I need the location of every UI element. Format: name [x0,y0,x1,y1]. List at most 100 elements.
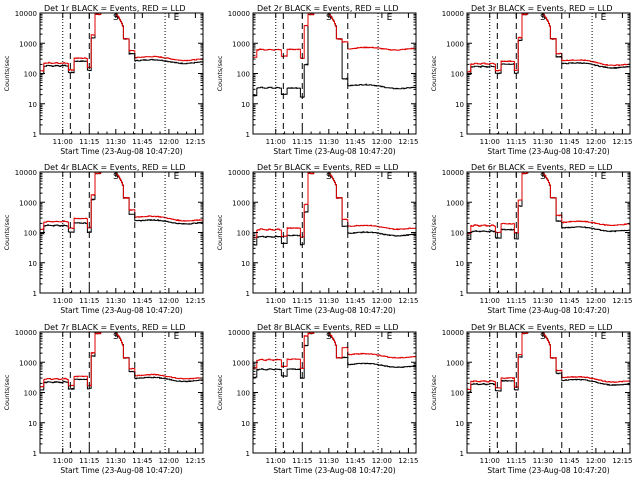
x-tick-label: 11:45 [132,138,152,146]
y-tick-label: 10 [455,101,464,109]
plot-frame [39,12,204,135]
panel-title: Det 1r BLACK = Events, RED = LLD [44,4,186,13]
x-axis-label: Start Time (23-Aug-08 10:47:20) [273,466,395,475]
chart-panel: SE11010010001000011:0011:1511:3011:4512:… [3,323,206,475]
x-tick-label: 11:15 [506,297,526,305]
series-line-red [467,172,630,235]
x-tick-label: 11:45 [345,457,365,465]
y-axis-label: Counts/sec [216,374,224,410]
x-tick-label: 11:15 [292,297,312,305]
marker-letter: E [174,332,180,342]
panel-title: Det 7r BLACK = Events, RED = LLD [44,323,186,332]
plot-frame [466,171,631,294]
marker-letter: E [387,13,393,23]
y-axis-label: Counts/sec [216,55,224,91]
y-tick-label: 10000 [228,169,250,177]
y-tick-label: 10 [28,420,37,428]
x-tick-label: 12:15 [398,457,418,465]
marker-letter: E [601,172,607,182]
chart-panel: SE11010010001000011:0011:1511:3011:4512:… [216,323,419,475]
y-tick-label: 100 [237,390,250,398]
y-tick-label: 1 [246,450,250,458]
x-tick-label: 11:30 [106,297,126,305]
series-line-red [253,172,416,239]
x-tick-label: 11:15 [292,138,312,146]
panel-title: Det 9r BLACK = Events, RED = LLD [471,323,613,332]
chart-panel: SE11010010001000011:0011:1511:3011:4512:… [3,4,206,156]
y-tick-label: 100 [24,390,37,398]
x-tick-label: 11:45 [559,297,579,305]
plot-frame [252,331,417,454]
plot-frame [39,171,204,294]
y-tick-label: 10 [455,260,464,268]
x-tick-label: 11:00 [266,138,286,146]
x-tick-label: 12:00 [586,138,606,146]
x-tick-label: 11:15 [79,297,99,305]
y-axis-label: Counts/sec [3,214,11,250]
y-tick-label: 1000 [232,40,250,48]
chart-panel: SE11010010001000011:0011:1511:3011:4512:… [216,163,419,315]
y-tick-label: 10 [455,420,464,428]
x-axis-label: Start Time (23-Aug-08 10:47:20) [60,306,182,315]
x-tick-label: 11:00 [266,297,286,305]
y-tick-label: 10000 [228,10,250,18]
y-tick-label: 1 [33,131,37,139]
y-tick-label: 10 [241,101,250,109]
x-tick-label: 11:30 [106,138,126,146]
x-tick-label: 12:15 [612,457,632,465]
series-line-red [40,13,203,72]
y-tick-label: 100 [24,230,37,238]
x-tick-label: 12:00 [372,297,392,305]
series-line-red [253,13,416,59]
x-axis-label: Start Time (23-Aug-08 10:47:20) [60,466,182,475]
x-tick-label: 12:00 [159,457,179,465]
y-tick-label: 1 [460,290,464,298]
y-tick-label: 1000 [19,359,37,367]
y-tick-label: 1 [33,290,37,298]
chart-panel: SE11010010001000011:0011:1511:3011:4512:… [430,323,633,475]
marker-letter: E [174,13,180,23]
y-tick-label: 1000 [446,199,464,207]
x-tick-label: 12:00 [586,297,606,305]
series-line-red [40,172,203,231]
x-tick-label: 11:00 [480,138,500,146]
x-tick-label: 11:30 [319,138,339,146]
y-tick-label: 1 [246,290,250,298]
y-tick-label: 10 [28,260,37,268]
y-tick-label: 1000 [446,40,464,48]
chart-panel: SE11010010001000011:0011:1511:3011:4512:… [430,163,633,315]
x-axis-label: Start Time (23-Aug-08 10:47:20) [273,306,395,315]
x-axis-label: Start Time (23-Aug-08 10:47:20) [487,147,609,156]
y-tick-label: 10000 [228,329,250,337]
plot-frame [252,171,417,294]
y-tick-label: 100 [237,230,250,238]
x-tick-label: 11:30 [319,457,339,465]
marker-letter: E [601,332,607,342]
y-axis-label: Counts/sec [216,214,224,250]
x-tick-label: 11:30 [533,297,553,305]
series-line-black [253,13,416,98]
x-axis-label: Start Time (23-Aug-08 10:47:20) [487,466,609,475]
x-tick-label: 12:00 [586,457,606,465]
x-tick-label: 11:00 [53,138,73,146]
x-tick-label: 12:15 [185,457,205,465]
y-tick-label: 1 [460,450,464,458]
x-tick-label: 12:15 [398,138,418,146]
x-tick-label: 11:00 [480,457,500,465]
y-tick-label: 100 [237,71,250,79]
y-tick-label: 10 [241,260,250,268]
y-tick-label: 10 [28,101,37,109]
x-tick-label: 11:30 [106,457,126,465]
x-tick-label: 11:45 [345,297,365,305]
x-tick-label: 11:45 [345,138,365,146]
x-tick-label: 11:15 [506,457,526,465]
panel-title: Det 2r BLACK = Events, RED = LLD [257,4,399,13]
y-axis-label: Counts/sec [430,214,438,250]
panel-title: Det 8r BLACK = Events, RED = LLD [257,323,399,332]
x-tick-label: 11:00 [480,297,500,305]
panel-title: Det 3r BLACK = Events, RED = LLD [471,4,613,13]
y-tick-label: 10000 [15,169,37,177]
y-tick-label: 1000 [19,199,37,207]
y-tick-label: 1000 [19,40,37,48]
